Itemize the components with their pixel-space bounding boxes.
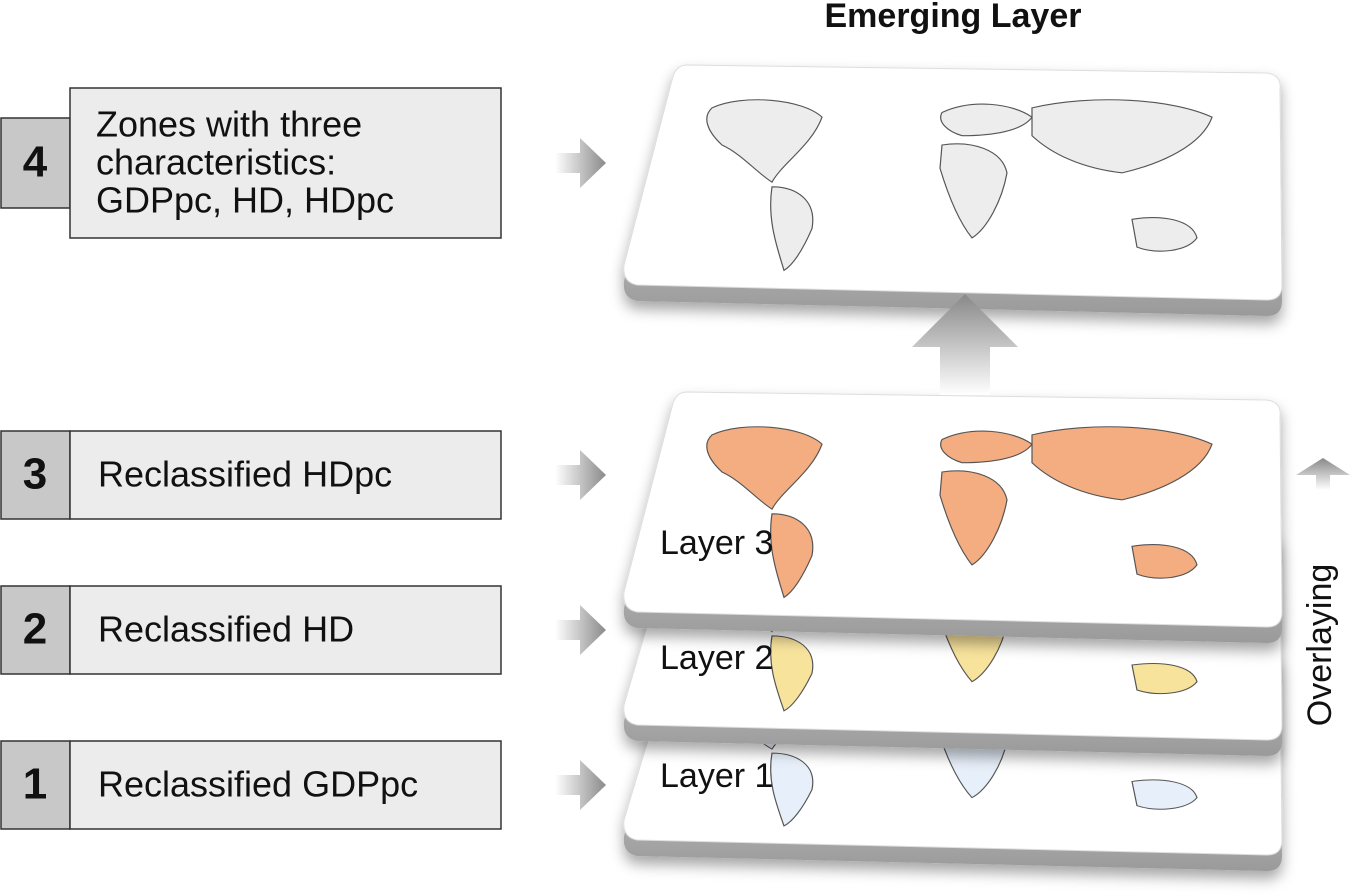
number-box	[0, 585, 71, 675]
small-up-arrow	[1296, 458, 1350, 490]
continent	[939, 470, 1008, 566]
continent	[939, 143, 1008, 239]
step-label: Zones with three	[96, 104, 362, 145]
map-plates: Layer 3 Layer 2 Layer 1	[623, 64, 1283, 871]
step-label: Reclassified GDPpc	[98, 764, 418, 805]
number-box	[0, 740, 71, 830]
continent	[1131, 779, 1198, 810]
continent	[1131, 544, 1198, 579]
map-plate	[623, 64, 1283, 316]
up-arrow	[912, 294, 1018, 395]
label-box	[69, 87, 502, 239]
continent	[770, 635, 814, 712]
right-arrow	[555, 605, 606, 655]
world-map	[706, 99, 1213, 272]
layer-label: Layer 2	[660, 639, 773, 677]
continent	[1131, 663, 1198, 695]
layer-label: Layer 1	[660, 757, 773, 795]
number-box	[0, 117, 71, 209]
right-arrow	[555, 450, 606, 500]
continent	[706, 426, 823, 510]
continent	[1031, 426, 1213, 501]
continent	[1031, 99, 1213, 174]
continent	[770, 186, 814, 272]
world-map	[706, 426, 1213, 599]
step-number: 2	[23, 605, 47, 654]
continent	[706, 99, 823, 183]
continent	[770, 513, 814, 599]
continent	[770, 752, 814, 827]
continent	[940, 103, 1033, 137]
label-box	[69, 430, 502, 520]
continent	[940, 430, 1033, 464]
side-label: Overlaying	[1301, 564, 1339, 727]
steps: 4 Zones with threecharacteristics:GDPpc, …	[0, 87, 606, 830]
title: Emerging Layer	[825, 0, 1082, 35]
step-label: Reclassified HDpc	[98, 454, 392, 495]
step-number: 4	[23, 138, 48, 187]
step-number: 3	[23, 450, 47, 499]
step-label: GDPpc, HD, HDpc	[96, 180, 394, 221]
step-number: 1	[23, 760, 47, 809]
right-arrow	[555, 760, 606, 810]
number-box	[0, 430, 71, 520]
label-box	[69, 740, 502, 830]
right-arrow	[555, 138, 606, 188]
layer-label: Layer 3	[660, 524, 773, 562]
step-label: characteristics:	[96, 142, 336, 183]
label-box	[69, 585, 502, 675]
step-label: Reclassified HD	[98, 609, 354, 650]
continent	[1131, 217, 1198, 252]
map-plate	[623, 391, 1283, 643]
